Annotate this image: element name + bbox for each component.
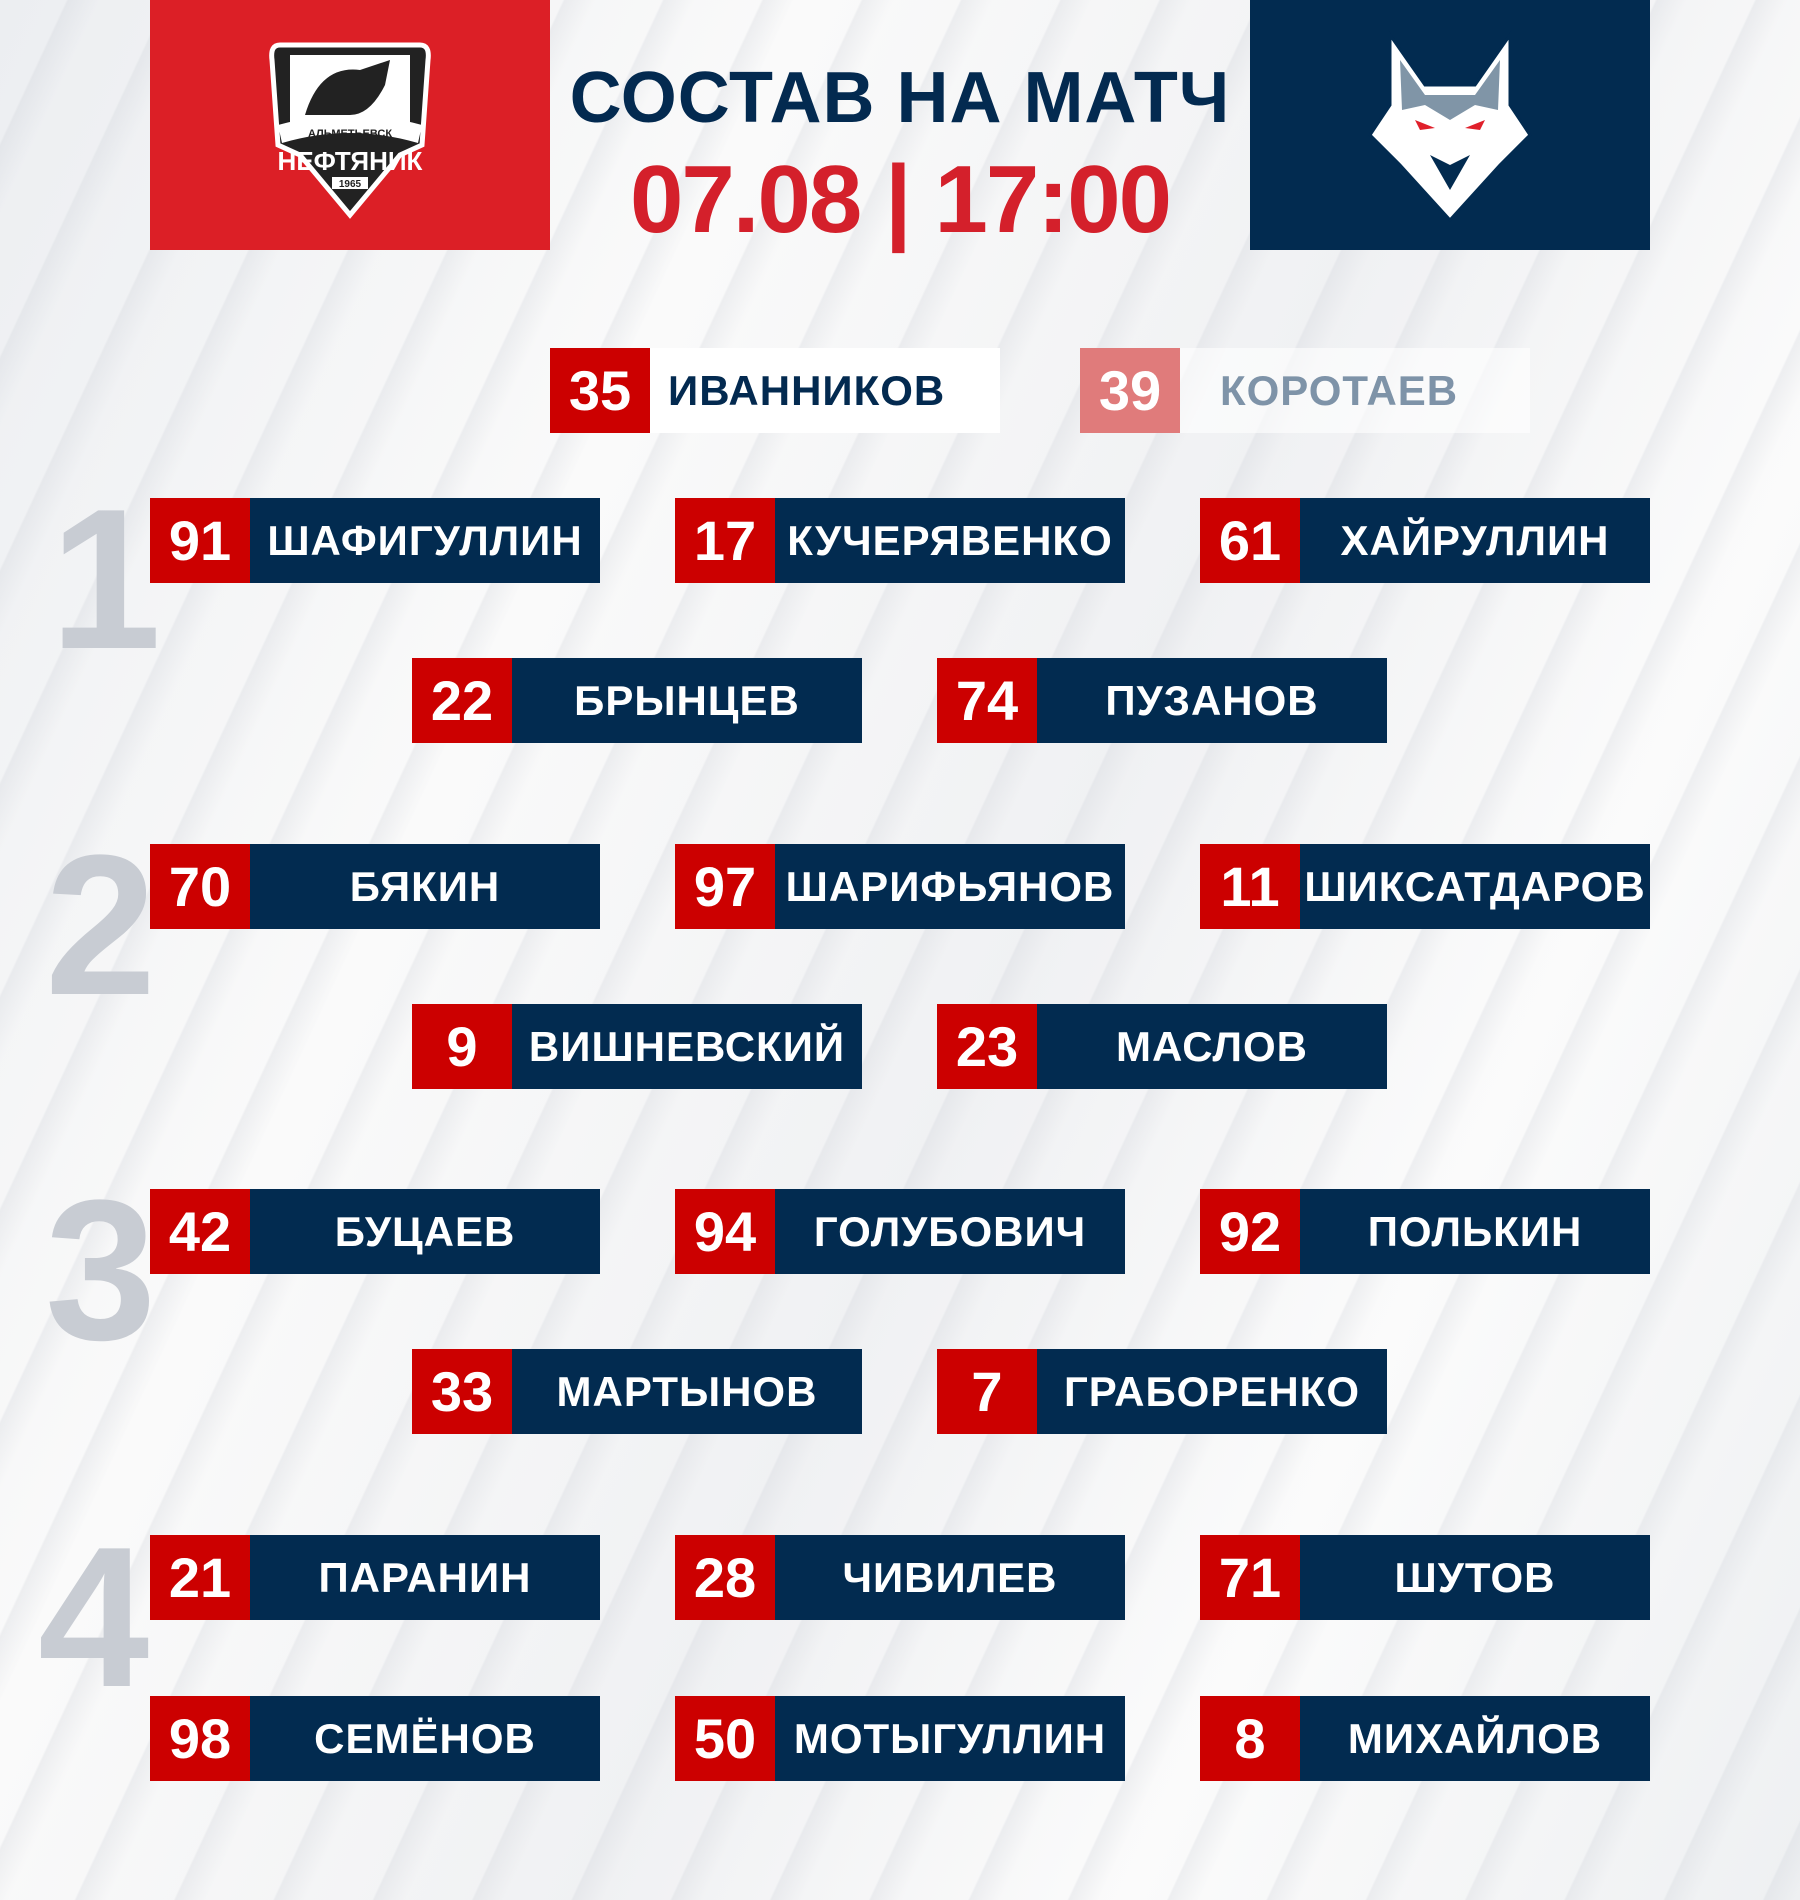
player-name: ШАРИФЬЯНОВ	[775, 844, 1125, 929]
player-name: ГОЛУБОВИЧ	[775, 1189, 1125, 1274]
line-number-1: 1	[50, 468, 162, 691]
line-number-4: 4	[38, 1506, 150, 1729]
page-title: СОСТАВ НА МАТЧ	[569, 58, 1231, 138]
player-number: 39	[1080, 348, 1180, 433]
player-number: 7	[937, 1349, 1037, 1434]
forward-card: 17 КУЧЕРЯВЕНКО	[675, 498, 1125, 583]
home-team-logo-panel: АЛЬМЕТЬЕВСК НЕФТЯНИК 1965	[150, 0, 550, 250]
player-name: МОТЫГУЛЛИН	[775, 1696, 1125, 1781]
forward-card: 71 ШУТОВ	[1200, 1535, 1650, 1620]
forward-card: 21 ПАРАНИН	[150, 1535, 600, 1620]
match-datetime: 07.08 | 17:00	[630, 146, 1172, 253]
forward-card: 97 ШАРИФЬЯНОВ	[675, 844, 1125, 929]
player-name: БЯКИН	[250, 844, 600, 929]
player-number: 33	[412, 1349, 512, 1434]
goalie-card-starter: 35 ИВАННИКОВ	[550, 348, 1000, 433]
player-name: ПОЛЬКИН	[1300, 1189, 1650, 1274]
player-card: 50 МОТЫГУЛЛИН	[675, 1696, 1125, 1781]
defense-card: 23 МАСЛОВ	[937, 1004, 1387, 1089]
player-name: ВИШНЕВСКИЙ	[512, 1004, 862, 1089]
player-name: ГРАБОРЕНКО	[1037, 1349, 1387, 1434]
forward-card: 42 БУЦАЕВ	[150, 1189, 600, 1274]
forward-card: 92 ПОЛЬКИН	[1200, 1189, 1650, 1274]
player-name: КУЧЕРЯВЕНКО	[775, 498, 1125, 583]
player-name: ПАРАНИН	[250, 1535, 600, 1620]
player-number: 92	[1200, 1189, 1300, 1274]
player-name: МИХАЙЛОВ	[1300, 1696, 1650, 1781]
defense-card: 74 ПУЗАНОВ	[937, 658, 1387, 743]
player-name: ШУТОВ	[1300, 1535, 1650, 1620]
wolf-head-logo-icon	[1368, 30, 1532, 223]
forward-card: 11 ШИКСАТДАРОВ	[1200, 844, 1650, 929]
player-name: ШАФИГУЛЛИН	[250, 498, 600, 583]
player-number: 17	[675, 498, 775, 583]
player-number: 97	[675, 844, 775, 929]
player-number: 74	[937, 658, 1037, 743]
player-card: 8 МИХАЙЛОВ	[1200, 1696, 1650, 1781]
player-name: КОРОТАЕВ	[1180, 348, 1530, 433]
forward-card: 28 ЧИВИЛЕВ	[675, 1535, 1125, 1620]
player-card: 98 СЕМЁНОВ	[150, 1696, 600, 1781]
bull-shield-logo-icon: АЛЬМЕТЬЕВСК НЕФТЯНИК 1965	[269, 42, 431, 219]
player-number: 71	[1200, 1535, 1300, 1620]
line-number-2: 2	[45, 814, 157, 1037]
player-number: 21	[150, 1535, 250, 1620]
defense-card: 33 МАРТЫНОВ	[412, 1349, 862, 1434]
defense-card: 22 БРЫНЦЕВ	[412, 658, 862, 743]
player-number: 50	[675, 1696, 775, 1781]
player-name: МАРТЫНОВ	[512, 1349, 862, 1434]
player-name: МАСЛОВ	[1037, 1004, 1387, 1089]
defense-card: 7 ГРАБОРЕНКО	[937, 1349, 1387, 1434]
player-name: ПУЗАНОВ	[1037, 658, 1387, 743]
player-number: 42	[150, 1189, 250, 1274]
player-number: 35	[550, 348, 650, 433]
line-number-3: 3	[45, 1159, 157, 1382]
svg-text:АЛЬМЕТЬЕВСК: АЛЬМЕТЬЕВСК	[308, 128, 392, 140]
forward-card: 94 ГОЛУБОВИЧ	[675, 1189, 1125, 1274]
forward-card: 91 ШАФИГУЛЛИН	[150, 498, 600, 583]
away-team-logo-panel	[1250, 0, 1650, 250]
player-number: 61	[1200, 498, 1300, 583]
player-number: 70	[150, 844, 250, 929]
player-name: ЧИВИЛЕВ	[775, 1535, 1125, 1620]
player-name: БРЫНЦЕВ	[512, 658, 862, 743]
goalie-card-backup: 39 КОРОТАЕВ	[1080, 348, 1530, 433]
player-name: БУЦАЕВ	[250, 1189, 600, 1274]
player-name: СЕМЁНОВ	[250, 1696, 600, 1781]
player-number: 8	[1200, 1696, 1300, 1781]
player-name: ШИКСАТДАРОВ	[1300, 844, 1650, 929]
forward-card: 70 БЯКИН	[150, 844, 600, 929]
player-number: 94	[675, 1189, 775, 1274]
svg-text:1965: 1965	[339, 179, 362, 190]
player-name: ХАЙРУЛЛИН	[1300, 498, 1650, 583]
forward-card: 61 ХАЙРУЛЛИН	[1200, 498, 1650, 583]
player-number: 11	[1200, 844, 1300, 929]
player-number: 22	[412, 658, 512, 743]
player-number: 9	[412, 1004, 512, 1089]
player-number: 28	[675, 1535, 775, 1620]
svg-text:НЕФТЯНИК: НЕФТЯНИК	[278, 146, 423, 176]
player-number: 91	[150, 498, 250, 583]
player-number: 98	[150, 1696, 250, 1781]
defense-card: 9 ВИШНЕВСКИЙ	[412, 1004, 862, 1089]
player-number: 23	[937, 1004, 1037, 1089]
player-name: ИВАННИКОВ	[650, 348, 1000, 433]
